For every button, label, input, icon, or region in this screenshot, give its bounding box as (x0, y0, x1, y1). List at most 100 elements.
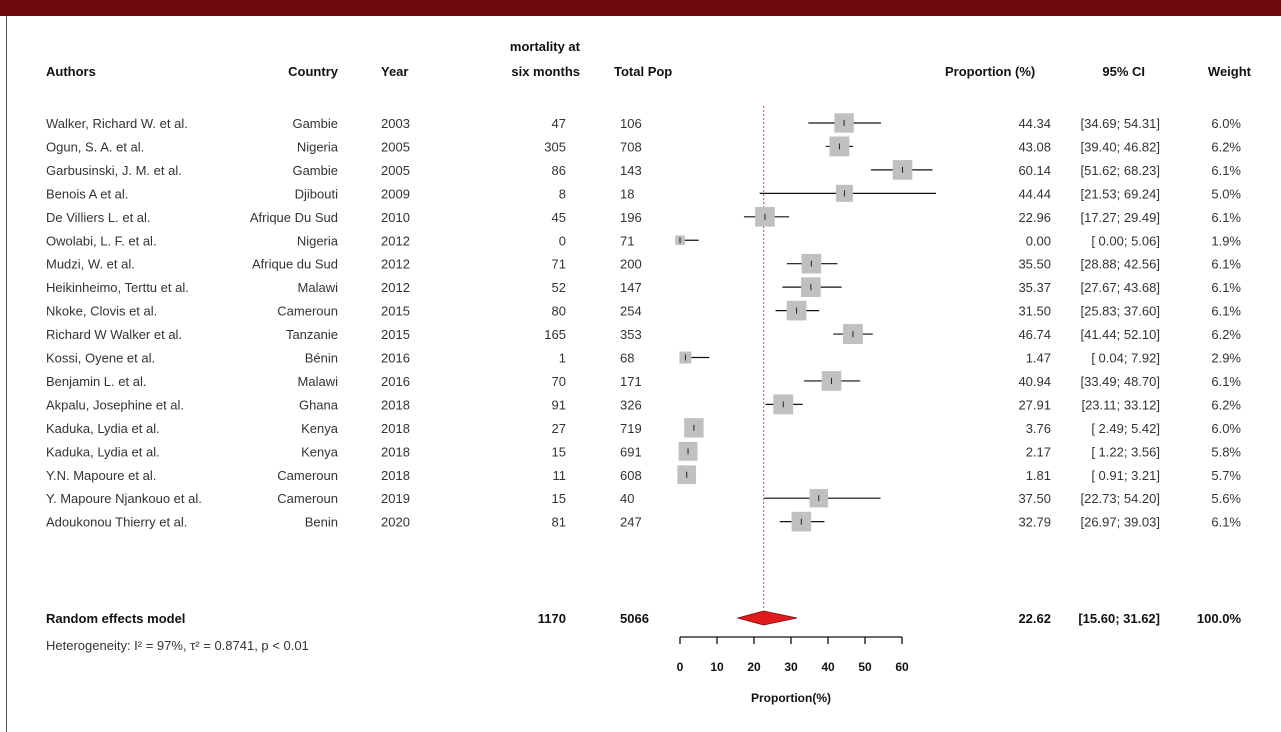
study-estimate: 31.50 (1018, 304, 1051, 319)
study-author: Kaduka, Lydia et al. (46, 421, 160, 436)
x-tick-label: 60 (895, 660, 909, 674)
study-row: Adoukonou Thierry et al. Benin 2020 81 247 32… (46, 511, 1241, 532)
study-total: 71 (620, 233, 634, 248)
header-year: Year (381, 64, 408, 79)
study-total: 200 (620, 257, 642, 272)
study-author: De Villiers L. et al. (46, 210, 151, 225)
study-ci: [28.88; 42.56] (1080, 257, 1160, 272)
study-author: Heikinheimo, Terttu et al. (46, 280, 189, 295)
study-weight: 6.1% (1211, 304, 1241, 319)
study-country: Tanzanie (286, 327, 338, 342)
study-row: Garbusinski, J. M. et al. Gambie 2005 86 143… (46, 160, 1241, 180)
study-events: 80 (552, 304, 566, 319)
study-country: Cameroun (277, 468, 338, 483)
study-year: 2010 (381, 210, 410, 225)
study-author: Garbusinski, J. M. et al. (46, 163, 182, 178)
study-ci: [22.73; 54.20] (1080, 491, 1160, 506)
study-author: Ogun, S. A. et al. (46, 139, 144, 154)
study-country: Malawi (298, 374, 339, 389)
summary-label: Random effects model (46, 611, 185, 626)
study-events: 70 (552, 374, 566, 389)
study-row: Richard W Walker et al. Tanzanie 2015 165 35… (46, 324, 1241, 344)
study-row: Benois A et al. Djibouti 2009 8 18 44.44 [21.5… (46, 184, 1241, 202)
x-tick-label: 20 (747, 660, 761, 674)
study-ci: [27.67; 43.68] (1080, 280, 1160, 295)
study-row: Mudzi, W. et al. Afrique du Sud 2012 71 200 3… (46, 253, 1241, 274)
study-year: 2020 (381, 515, 410, 530)
header-proportion: Proportion (%) (945, 64, 1035, 79)
header-total: Total Pop (614, 64, 672, 79)
study-author: Owolabi, L. F. et al. (46, 233, 157, 248)
summary-est: 22.62 (1018, 611, 1051, 626)
study-year: 2012 (381, 233, 410, 248)
header-authors: Authors (46, 64, 96, 79)
study-author: Benois A et al. (46, 186, 128, 201)
study-author: Mudzi, W. et al. (46, 257, 135, 272)
summary-ci: [15.60; 31.62] (1078, 611, 1160, 626)
study-estimate: 32.79 (1018, 515, 1051, 530)
study-total: 353 (620, 327, 642, 342)
study-estimate: 0.00 (1026, 233, 1051, 248)
study-estimate: 40.94 (1018, 374, 1051, 389)
study-year: 2015 (381, 327, 410, 342)
x-tick-label: 10 (710, 660, 724, 674)
study-estimate: 46.74 (1018, 327, 1051, 342)
study-events: 305 (544, 139, 566, 154)
study-total: 608 (620, 468, 642, 483)
left-border (6, 16, 7, 732)
study-events: 45 (552, 210, 566, 225)
study-events: 15 (552, 491, 566, 506)
study-author: Kaduka, Lydia et al. (46, 444, 160, 459)
study-total: 147 (620, 280, 642, 295)
header-country: Country (288, 64, 339, 79)
study-events: 27 (552, 421, 566, 436)
study-row: Benjamin L. et al. Malawi 2016 70 171 40.94 [3… (46, 371, 1241, 391)
x-tick-label: 50 (858, 660, 872, 674)
study-ci: [39.40; 46.82] (1080, 139, 1160, 154)
study-country: Malawi (298, 280, 339, 295)
study-estimate: 27.91 (1018, 397, 1051, 412)
study-total: 106 (620, 116, 642, 131)
study-weight: 5.0% (1211, 186, 1241, 201)
study-ci: [21.53; 69.24] (1080, 186, 1160, 201)
study-estimate: 1.81 (1026, 468, 1051, 483)
x-tick-label: 40 (821, 660, 835, 674)
study-events: 71 (552, 257, 566, 272)
top-banner (0, 0, 1281, 16)
study-weight: 6.1% (1211, 257, 1241, 272)
study-ci: [34.69; 54.31] (1080, 116, 1160, 131)
summary-events: 1170 (538, 611, 566, 626)
summary-weight: 100.0% (1197, 611, 1242, 626)
study-weight: 6.0% (1211, 421, 1241, 436)
study-total: 40 (620, 491, 634, 506)
study-total: 719 (620, 421, 642, 436)
study-country: Nigeria (297, 233, 339, 248)
study-events: 91 (552, 397, 566, 412)
x-tick-label: 0 (677, 660, 684, 674)
x-axis: 0 10 20 30 40 50 60 (677, 636, 909, 674)
study-author: Benjamin L. et al. (46, 374, 146, 389)
study-author: Y.N. Mapoure et al. (46, 468, 156, 483)
study-country: Nigeria (297, 139, 339, 154)
heterogeneity-text: Heterogeneity: I² = 97%, τ² = 0.8741, p … (46, 638, 309, 653)
study-author: Akpalu, Josephine et al. (46, 397, 184, 412)
study-estimate: 37.50 (1018, 491, 1051, 506)
study-events: 81 (552, 515, 566, 530)
study-estimate: 43.08 (1018, 139, 1051, 154)
study-estimate: 35.37 (1018, 280, 1051, 295)
study-country: Cameroun (277, 491, 338, 506)
study-ci: [17.27; 29.49] (1080, 210, 1160, 225)
study-row: Owolabi, L. F. et al. Nigeria 2012 0 71 0.00 [… (46, 233, 1241, 248)
study-country: Ghana (299, 397, 339, 412)
study-row: Ogun, S. A. et al. Nigeria 2005 305 708 43.08… (46, 136, 1241, 157)
study-ci: [ 2.49; 5.42] (1091, 421, 1160, 436)
study-weight: 6.1% (1211, 280, 1241, 295)
study-author: Kossi, Oyene et al. (46, 351, 155, 366)
study-ci: [23.11; 33.12] (1081, 397, 1160, 412)
study-weight: 1.9% (1211, 233, 1241, 248)
study-row: Walker, Richard W. et al. Gambie 2003 47 106… (46, 113, 1241, 133)
study-row: Kaduka, Lydia et al. Kenya 2018 15 691 2.17 [ … (46, 441, 1241, 461)
study-total: 247 (620, 515, 642, 530)
study-year: 2018 (381, 468, 410, 483)
